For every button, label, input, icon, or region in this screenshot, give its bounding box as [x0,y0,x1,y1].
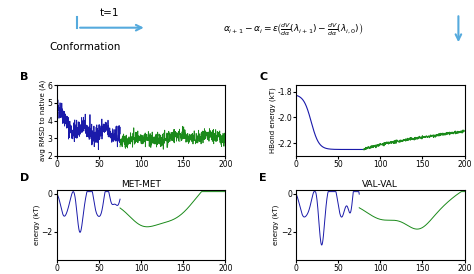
Title: VAL-VAL: VAL-VAL [362,180,398,189]
Text: B: B [20,73,28,82]
Y-axis label: HBond energy (kT): HBond energy (kT) [269,88,276,153]
Text: D: D [20,173,29,183]
Text: t=1: t=1 [100,8,119,18]
Y-axis label: avg RMSD to native (A): avg RMSD to native (A) [40,80,46,161]
Y-axis label: energy (kT): energy (kT) [273,205,279,245]
Text: E: E [259,173,267,183]
Text: Conformation: Conformation [50,42,121,52]
Y-axis label: energy (kT): energy (kT) [34,205,40,245]
Title: MET-MET: MET-MET [121,180,161,189]
Text: C: C [259,73,267,82]
Text: $\alpha_{i+1}-\alpha_i=\varepsilon\!\left(\frac{dV}{d\alpha}(\lambda_{i+1})-\fra: $\alpha_{i+1}-\alpha_i=\varepsilon\!\lef… [223,22,364,38]
